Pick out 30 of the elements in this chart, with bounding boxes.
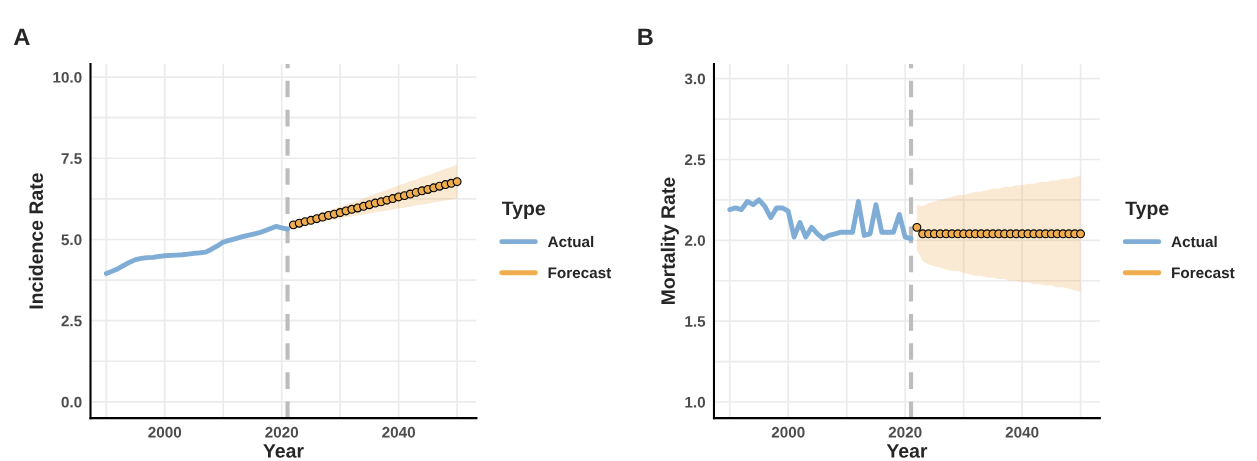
legend-label: Forecast [548, 267, 612, 279]
x-tick-label: 2020 [888, 426, 922, 438]
legend-title: Type [501, 201, 546, 220]
y-tick-label: 2.5 [61, 315, 82, 327]
y-tick-label: 1.5 [685, 316, 706, 327]
y-axis-title: Mortality Rate [660, 177, 679, 305]
x-tick-label: 2000 [148, 426, 182, 438]
y-tick-label: 10.0 [53, 71, 82, 83]
y-axis-title: Incidence Rate [28, 173, 44, 309]
y-tick-label: 7.5 [61, 153, 82, 164]
y-tick-label: 0.0 [61, 396, 82, 408]
chart-title: A [13, 28, 30, 46]
y-tick-label: 2.5 [684, 154, 706, 166]
legend-label: Forecast [1172, 267, 1235, 279]
x-axis-title: Year [886, 444, 928, 458]
x-tick-label: 2040 [1005, 426, 1039, 438]
legend-label: Actual [1171, 235, 1217, 248]
y-tick-label: 1.0 [685, 396, 706, 408]
legend-title: Type [1125, 201, 1169, 220]
point [452, 177, 462, 187]
y-tick-label: 3.0 [684, 73, 706, 85]
legend-label: Actual [547, 235, 594, 248]
y-tick-label: 5.0 [61, 234, 82, 246]
y-tick-label: 2.0 [684, 235, 706, 246]
x-tick-label: 2020 [265, 426, 299, 438]
x-tick-label: 2000 [771, 426, 805, 438]
x-axis-title: Year [263, 444, 304, 458]
line-series [727, 197, 914, 242]
chart-title: B [638, 28, 653, 46]
x-tick-label: 2040 [382, 426, 416, 438]
